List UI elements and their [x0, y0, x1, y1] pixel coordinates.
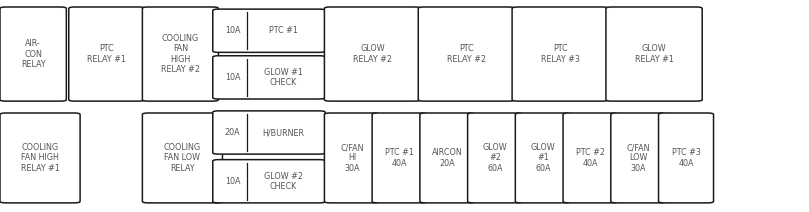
Text: GLOW
RELAY #1: GLOW RELAY #1: [634, 44, 674, 64]
Text: PTC
RELAY #3: PTC RELAY #3: [540, 44, 580, 64]
Text: 10A: 10A: [225, 73, 240, 82]
Text: PTC #3
40A: PTC #3 40A: [671, 148, 701, 168]
Text: 20A: 20A: [225, 128, 240, 137]
FancyBboxPatch shape: [611, 113, 666, 203]
Text: GLOW
RELAY #2: GLOW RELAY #2: [353, 44, 392, 64]
Text: PTC
RELAY #1: PTC RELAY #1: [87, 44, 126, 64]
Text: PTC #1: PTC #1: [269, 26, 298, 35]
Text: PTC #2
40A: PTC #2 40A: [576, 148, 605, 168]
FancyBboxPatch shape: [606, 7, 702, 101]
FancyBboxPatch shape: [213, 160, 325, 203]
FancyBboxPatch shape: [213, 9, 325, 52]
FancyBboxPatch shape: [512, 7, 608, 101]
FancyBboxPatch shape: [420, 113, 475, 203]
FancyBboxPatch shape: [142, 113, 222, 203]
Text: AIR-
CON
RELAY: AIR- CON RELAY: [21, 39, 45, 69]
Text: COOLING
FAN LOW
RELAY: COOLING FAN LOW RELAY: [164, 143, 201, 173]
Text: PTC
RELAY #2: PTC RELAY #2: [447, 44, 486, 64]
FancyBboxPatch shape: [142, 7, 218, 101]
FancyBboxPatch shape: [372, 113, 427, 203]
FancyBboxPatch shape: [69, 7, 145, 101]
Text: GLOW
#2
60A: GLOW #2 60A: [483, 143, 507, 173]
FancyBboxPatch shape: [563, 113, 618, 203]
FancyBboxPatch shape: [418, 7, 515, 101]
Text: GLOW #1
CHECK: GLOW #1 CHECK: [264, 68, 303, 87]
Text: PTC #1
40A: PTC #1 40A: [385, 148, 414, 168]
Text: COOLING
FAN HIGH
RELAY #1: COOLING FAN HIGH RELAY #1: [20, 143, 60, 173]
Text: COOLING
FAN
HIGH
RELAY #2: COOLING FAN HIGH RELAY #2: [161, 34, 200, 74]
Text: GLOW
#1
60A: GLOW #1 60A: [531, 143, 555, 173]
FancyBboxPatch shape: [515, 113, 570, 203]
FancyBboxPatch shape: [0, 7, 66, 101]
FancyBboxPatch shape: [659, 113, 714, 203]
FancyBboxPatch shape: [0, 113, 80, 203]
Text: C/FAN
HI
30A: C/FAN HI 30A: [340, 143, 364, 173]
Text: H/BURNER: H/BURNER: [262, 128, 304, 137]
Text: AIRCON
20A: AIRCON 20A: [432, 148, 463, 168]
Text: 10A: 10A: [225, 26, 240, 35]
FancyBboxPatch shape: [213, 56, 325, 99]
FancyBboxPatch shape: [213, 111, 325, 154]
FancyBboxPatch shape: [468, 113, 523, 203]
Text: 10A: 10A: [225, 177, 240, 186]
Text: C/FAN
LOW
30A: C/FAN LOW 30A: [626, 143, 650, 173]
Text: GLOW #2
CHECK: GLOW #2 CHECK: [264, 172, 303, 191]
FancyBboxPatch shape: [324, 113, 379, 203]
FancyBboxPatch shape: [324, 7, 421, 101]
